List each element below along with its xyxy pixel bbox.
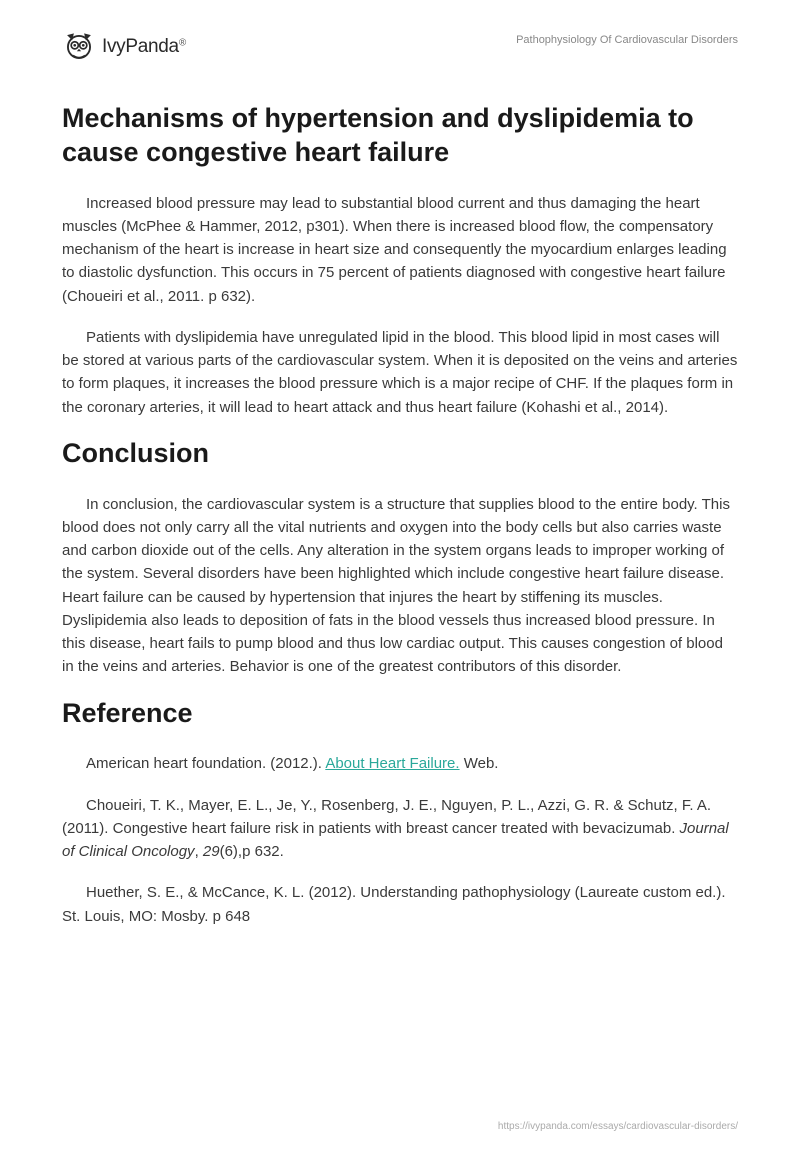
- ref2-vol: 29: [203, 843, 220, 860]
- heading-conclusion: Conclusion: [62, 437, 738, 471]
- owl-logo-icon: [62, 30, 96, 64]
- ref2-post: (6),p 632.: [220, 843, 284, 860]
- ref1-post: Web.: [460, 755, 499, 772]
- heading-mechanisms: Mechanisms of hypertension and dyslipide…: [62, 102, 738, 170]
- ref2-pre: Choueiri, T. K., Mayer, E. L., Je, Y., R…: [62, 797, 711, 837]
- ref1-link[interactable]: About Heart Failure.: [325, 755, 459, 772]
- page-header: IvyPanda® Pathophysiology Of Cardiovascu…: [62, 30, 738, 64]
- logo-reg-mark: ®: [179, 38, 186, 49]
- ref2-mid: ,: [195, 843, 203, 860]
- logo-name: IvyPanda: [102, 36, 179, 57]
- reference-entry-2: Choueiri, T. K., Mayer, E. L., Je, Y., R…: [62, 794, 738, 864]
- logo-text: IvyPanda®: [102, 36, 186, 58]
- reference-entry-1: American heart foundation. (2012.). Abou…: [62, 752, 738, 775]
- footer-url: https://ivypanda.com/essays/cardiovascul…: [498, 1121, 738, 1132]
- reference-entry-3: Huether, S. E., & McCance, K. L. (2012).…: [62, 881, 738, 928]
- document-title-header: Pathophysiology Of Cardiovascular Disord…: [516, 34, 738, 46]
- conclusion-paragraph-1: In conclusion, the cardiovascular system…: [62, 493, 738, 679]
- heading-reference: Reference: [62, 697, 738, 731]
- mechanisms-paragraph-2: Patients with dyslipidemia have unregula…: [62, 326, 738, 419]
- logo-block: IvyPanda®: [62, 30, 186, 64]
- ref1-pre: American heart foundation. (2012.).: [86, 755, 325, 772]
- mechanisms-paragraph-1: Increased blood pressure may lead to sub…: [62, 192, 738, 308]
